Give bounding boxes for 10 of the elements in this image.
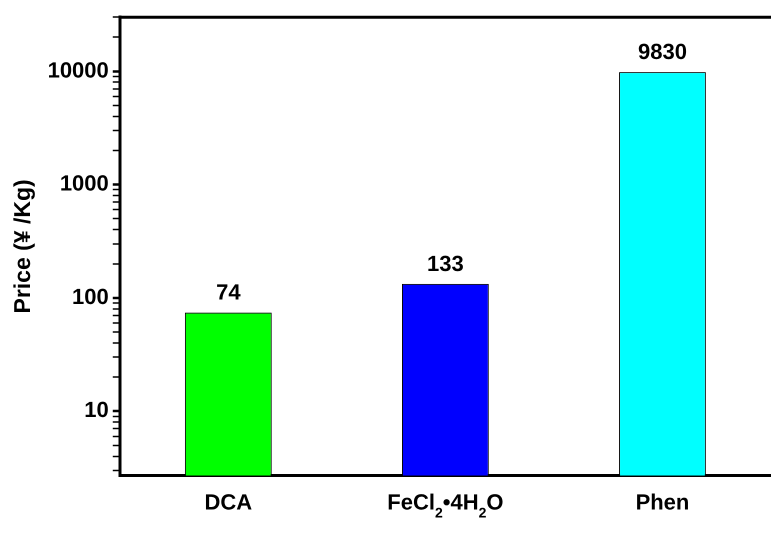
data-label: 74: [216, 280, 242, 305]
data-label: 133: [427, 250, 464, 276]
y-axis-title: Price (¥ /Kg): [9, 179, 36, 314]
y-tick-label: 1000: [60, 170, 109, 196]
x-tick-label: Phen: [636, 490, 690, 515]
data-label: 9830: [638, 39, 687, 64]
y-tick-label: 100: [72, 284, 109, 309]
x-tick-label: DCA: [204, 490, 252, 515]
y-tick-label: 10000: [48, 57, 109, 82]
y-tick-label: 10: [84, 397, 109, 422]
